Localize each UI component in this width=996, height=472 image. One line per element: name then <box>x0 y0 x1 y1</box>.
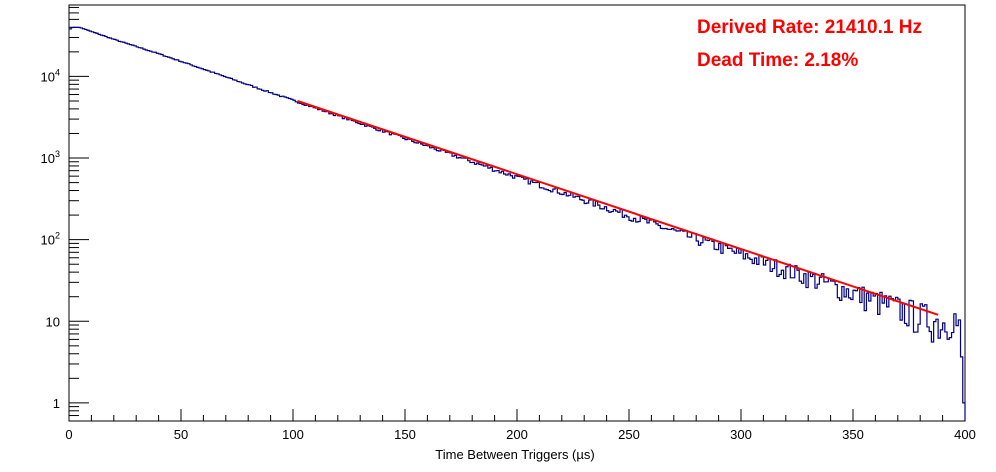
x-tick-label: 100 <box>282 427 304 442</box>
x-tick-label: 150 <box>394 427 416 442</box>
fit-line <box>297 100 939 316</box>
derived-rate-annotation: Derived Rate: 21410.1 Hz <box>697 17 922 38</box>
y-axis-ticks <box>69 6 89 422</box>
y-tick-label: 1 <box>53 396 60 411</box>
histogram-series <box>69 26 966 421</box>
x-tick-label: 400 <box>954 427 976 442</box>
x-axis-title: Time Between Triggers (µs) <box>435 447 594 462</box>
x-tick-label: 250 <box>618 427 640 442</box>
x-axis-ticks <box>68 409 966 421</box>
y-tick-label: 103 <box>41 149 60 166</box>
dead-time-annotation: Dead Time: 2.18% <box>697 50 858 71</box>
y-tick-label: 102 <box>41 231 60 248</box>
y-axis-tick-labels: 1 10 102 103 104 <box>41 67 60 410</box>
y-tick-label: 10 <box>46 314 60 329</box>
x-tick-label: 200 <box>506 427 528 442</box>
x-tick-label: 350 <box>842 427 864 442</box>
x-axis-tick-labels: 0 50 100 150 200 250 300 350 400 <box>65 427 975 442</box>
y-tick-label: 104 <box>41 67 60 84</box>
x-tick-label: 50 <box>174 427 188 442</box>
x-tick-label: 300 <box>730 427 752 442</box>
x-tick-label: 0 <box>65 427 72 442</box>
